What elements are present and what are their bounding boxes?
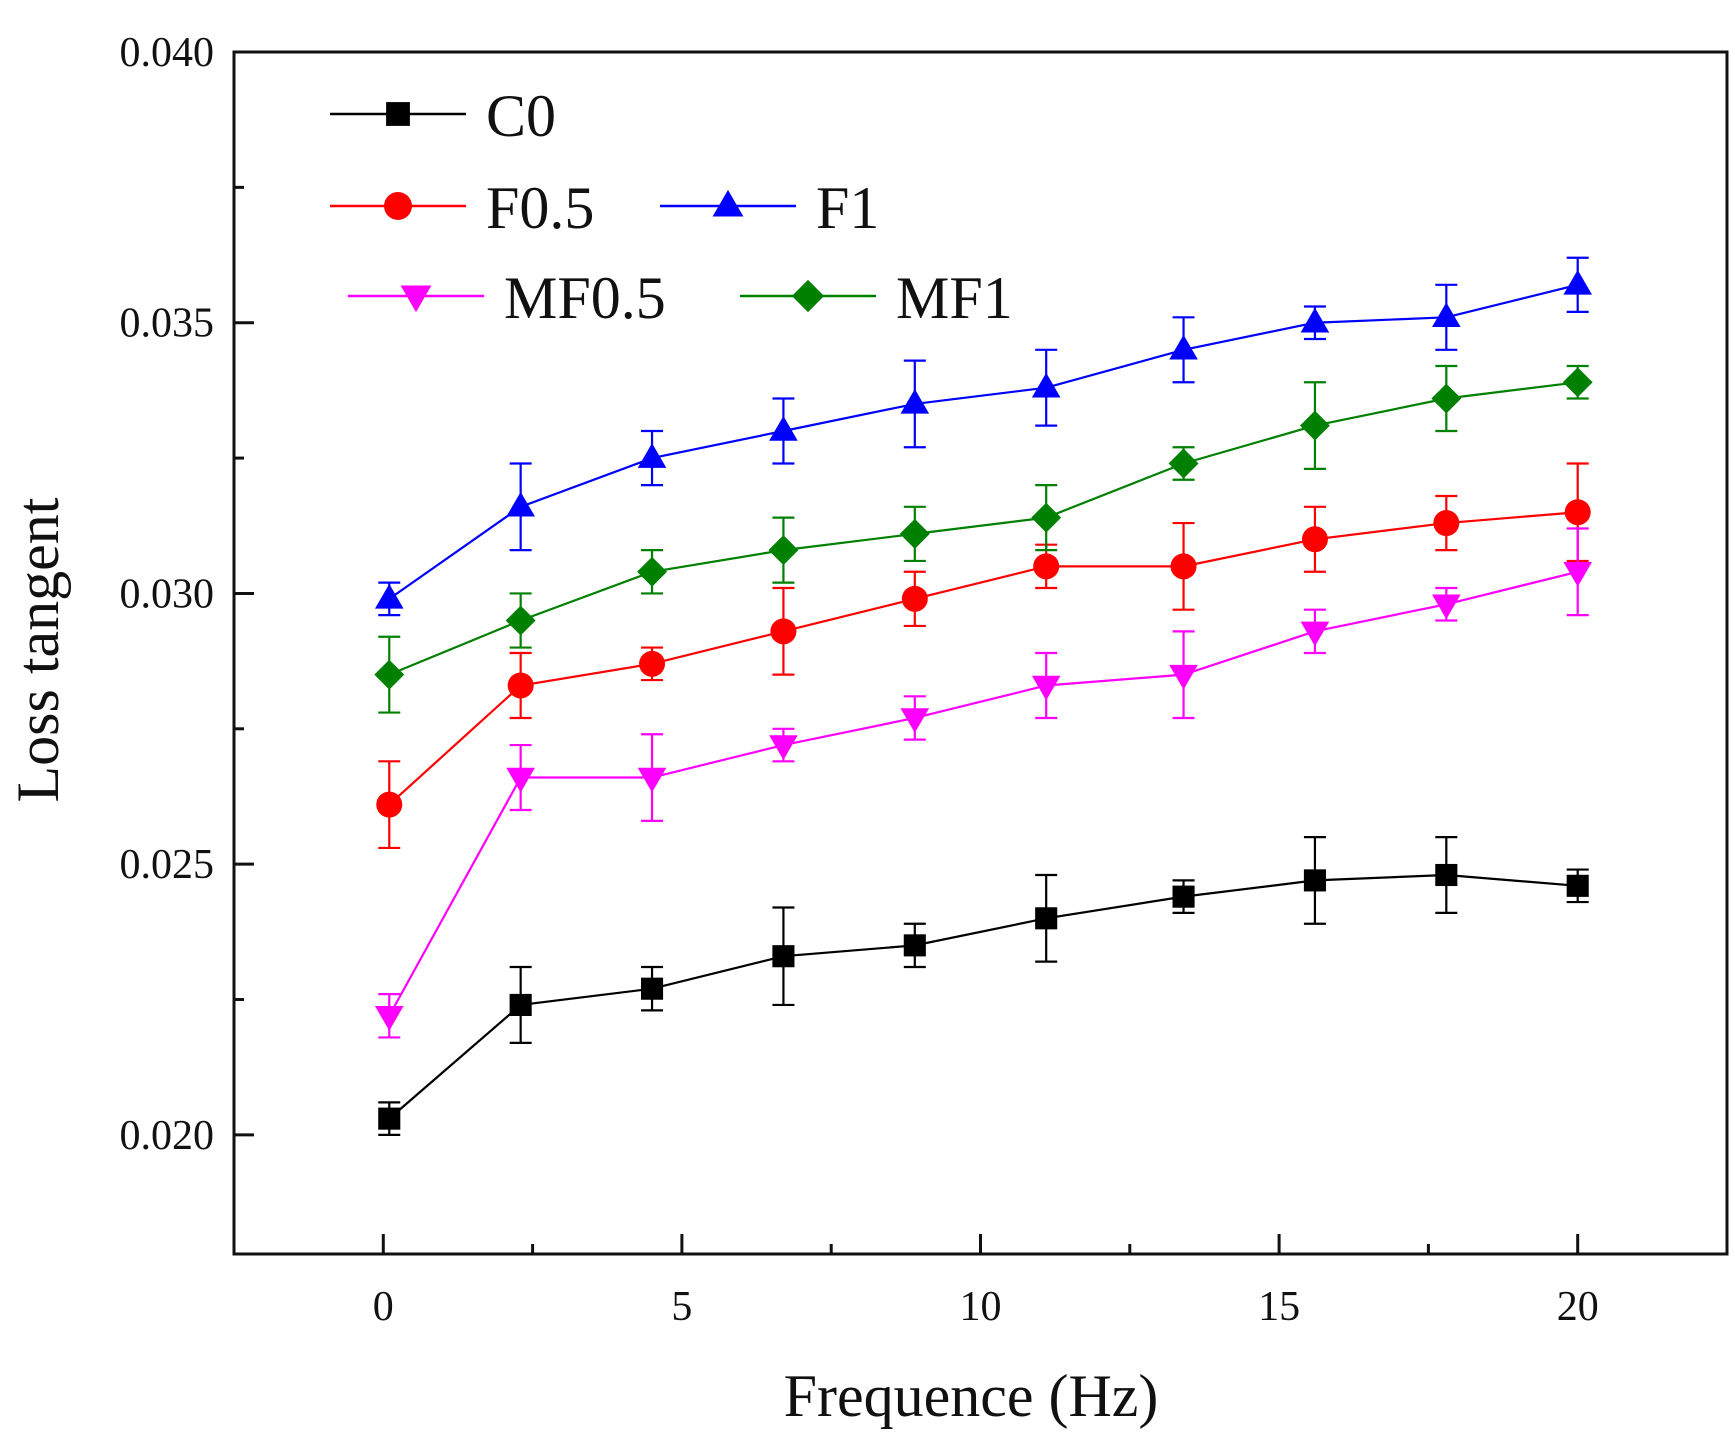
data-point <box>1300 621 1330 647</box>
x-tick-label: 20 <box>1557 1284 1599 1330</box>
data-point <box>1435 863 1458 887</box>
x-tick-label: 10 <box>960 1284 1002 1330</box>
data-point <box>1172 885 1195 908</box>
data-point <box>1299 410 1330 441</box>
data-point <box>1303 869 1326 892</box>
data-point <box>1563 269 1592 295</box>
legend-marker <box>386 102 410 126</box>
data-point <box>1431 383 1462 414</box>
y-tick-label: 0.020 <box>120 1113 215 1159</box>
data-point <box>1168 448 1199 479</box>
legend-item-f1: F1 <box>660 175 879 241</box>
series-line-mf0-5 <box>388 570 1578 1017</box>
data-point <box>1301 526 1328 553</box>
legend-marker <box>712 189 744 217</box>
data-point <box>1432 594 1461 620</box>
y-tick-label: 0.030 <box>120 571 215 617</box>
data-point <box>1433 510 1460 537</box>
data-point <box>1432 302 1461 328</box>
y-tick-label: 0.025 <box>120 842 215 888</box>
data-point <box>506 491 535 517</box>
data-point <box>1170 553 1197 580</box>
legend-marker <box>791 279 825 313</box>
series-layer <box>374 256 1593 1136</box>
series-line-f0-5 <box>388 511 1578 806</box>
series-line-f1 <box>388 283 1578 600</box>
data-point <box>637 767 667 793</box>
legend-item-mf0-5: MF0.5 <box>348 265 666 331</box>
data-point <box>506 767 535 793</box>
data-point <box>507 672 534 699</box>
data-point <box>505 605 536 636</box>
series-line-c0 <box>388 873 1578 1120</box>
data-point <box>1031 502 1062 533</box>
legend-label: MF0.5 <box>504 265 666 331</box>
data-point <box>1169 334 1198 360</box>
data-point <box>374 659 405 690</box>
series-c0 <box>378 835 1589 1136</box>
x-tick-label: 5 <box>671 1284 692 1330</box>
series-mf1 <box>374 364 1593 714</box>
legend-label: F1 <box>816 175 879 241</box>
y-axis-title: Loss tangent <box>5 497 71 802</box>
data-point <box>769 735 798 760</box>
data-point <box>769 416 798 441</box>
data-point <box>637 443 667 468</box>
data-point <box>376 791 403 818</box>
legend: C0 F0.5 F1 MF0.5 MF1 <box>330 83 1013 331</box>
data-point <box>768 535 799 566</box>
data-point <box>1566 874 1589 897</box>
series-f1 <box>374 256 1592 617</box>
data-point <box>901 585 928 612</box>
y-tick-label: 0.035 <box>120 301 215 347</box>
data-point <box>637 556 667 587</box>
data-point <box>770 618 797 645</box>
data-point <box>900 388 930 414</box>
legend-item-mf1: MF1 <box>740 265 1013 331</box>
data-point <box>374 1006 404 1031</box>
data-point <box>903 934 926 957</box>
series-line-mf1 <box>388 381 1578 676</box>
data-point <box>1169 664 1198 690</box>
legend-item-c0: C0 <box>330 83 556 149</box>
x-tick-label: 15 <box>1258 1284 1300 1330</box>
data-point <box>1033 553 1060 580</box>
data-point <box>1562 367 1593 398</box>
series-mf0-5 <box>374 527 1592 1039</box>
data-point <box>1563 562 1592 587</box>
legend-marker <box>384 192 412 220</box>
legend-label: C0 <box>486 83 556 149</box>
x-tick-label: 0 <box>373 1284 394 1330</box>
legend-marker <box>400 285 432 313</box>
axes: 0 5 10 15 20 0.020 0.025 0.030 0.035 0.040 <box>120 30 1729 1330</box>
data-point <box>374 583 404 609</box>
data-point <box>378 1107 401 1130</box>
data-point <box>1031 675 1061 701</box>
data-point <box>900 708 930 733</box>
data-point <box>1031 372 1061 398</box>
data-point <box>509 993 532 1016</box>
data-point <box>899 518 930 549</box>
data-point <box>640 977 664 1000</box>
x-axis-title: Frequence (Hz) <box>784 1363 1159 1429</box>
data-point <box>1564 499 1591 526</box>
data-point <box>639 650 666 677</box>
data-point <box>1300 307 1330 333</box>
data-point <box>1035 907 1058 930</box>
legend-label: F0.5 <box>486 175 594 241</box>
data-point <box>772 945 795 968</box>
legend-label: MF1 <box>896 265 1013 331</box>
y-tick-label: 0.040 <box>120 30 215 76</box>
legend-item-f0-5: F0.5 <box>330 175 594 241</box>
